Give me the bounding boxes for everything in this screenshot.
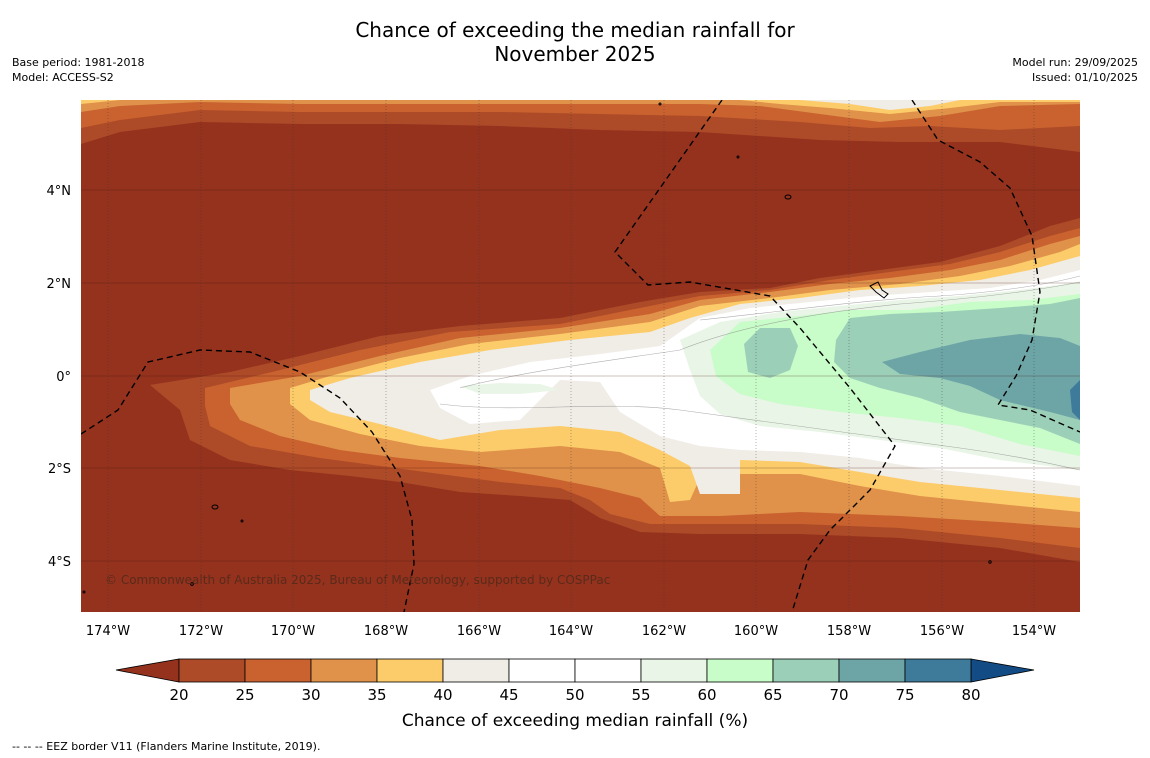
colorbar-tick-label: 45 [499,686,518,704]
model-run: Model run: 29/09/2025 [1012,56,1138,69]
longitude-ticks: 174°W 172°W 170°W 168°W 166°W 164°W 162°… [86,624,1056,639]
colorbar-title: Chance of exceeding median rainfall (%) [402,711,748,731]
issued-date: Issued: 01/10/2025 [1031,71,1138,84]
colorbar-tick-label: 30 [301,686,320,704]
lon-tick: 170°W [271,624,315,639]
colorbar-cell [508,658,576,683]
meta-right: Model run: 29/09/2025 Issued: 01/10/2025 [1012,55,1138,85]
region-55-60-west [460,383,560,394]
colorbar-under-arrow [115,658,180,683]
colorbar-cells [178,658,972,683]
lat-tick: 4°S [48,555,71,570]
region-70-75 [882,334,1080,420]
colorbar-cell [574,658,642,683]
lon-tick: 154°W [1012,624,1056,639]
lat-tick: 4°N [47,184,72,199]
colorbar-cell [904,658,972,683]
model-name: Model: ACCESS-S2 [12,71,114,84]
colorbar-tick-label: 75 [895,686,914,704]
colorbar-cell [376,658,444,683]
graticule [81,189,1080,562]
title-line-1: Chance of exceeding the median rainfall … [355,18,795,42]
lon-tick: 168°W [364,624,408,639]
lon-tick: 174°W [86,624,130,639]
region-65-70-west [744,328,798,378]
colorbar-cell [706,658,774,683]
colorbar-cell [640,658,708,683]
lon-tick: 166°W [457,624,501,639]
colorbar-cell [310,658,378,683]
lon-tick: 158°W [827,624,871,639]
colorbar: 20 25 30 35 40 45 50 55 60 65 70 75 80 Chance of exc… [115,658,1035,731]
lon-tick: 164°W [549,624,593,639]
north-band-35-40 [81,100,1080,114]
meta-left: Base period: 1981-2018 Model: ACCESS-S2 [12,55,144,85]
rainfall-field: © Commonwealth of Australia 2025, Bureau… [81,100,1080,612]
north-band-40-45 [720,100,960,110]
colorbar-labels: 20 25 30 35 40 45 50 55 60 65 70 75 80 [169,686,980,704]
colorbar-tick-label: 70 [829,686,848,704]
region-75-80 [1070,380,1080,420]
colorbar-cell [838,658,906,683]
colorbar-over-arrow [970,658,1035,683]
colorbar-tick-label: 60 [697,686,716,704]
eez-borders [81,100,1080,612]
colorbar-tick-label: 65 [763,686,782,704]
colorbar-tick-label: 25 [235,686,254,704]
lon-tick: 162°W [642,624,686,639]
copyright-text: © Commonwealth of Australia 2025, Bureau… [105,573,610,587]
lon-tick: 160°W [734,624,778,639]
islands [82,102,992,594]
colorbar-tick-label: 20 [169,686,188,704]
colorbar-cell [442,658,510,683]
lon-tick: 156°W [920,624,964,639]
lat-tick: 2°N [47,277,72,292]
base-period: Base period: 1981-2018 [12,56,145,69]
eez-legend-note: -- -- -- EEZ border V11 (Flanders Marine… [12,740,321,753]
lon-tick: 172°W [179,624,223,639]
meridians [107,100,1035,612]
map-title: Chance of exceeding the median rainfall … [0,18,1150,66]
colorbar-tick-label: 40 [433,686,452,704]
colorbar-tick-label: 50 [565,686,584,704]
latitude-ticks: 4°N 2°N 0° 2°S 4°S [47,184,72,570]
colorbar-cell [772,658,840,683]
colorbar-tick-label: 80 [961,686,980,704]
colorbar-tick-label: 55 [631,686,650,704]
colorbar-cell [244,658,312,683]
title-line-2: November 2025 [494,42,656,66]
lat-tick: 0° [56,370,71,385]
lat-tick: 2°S [48,462,71,477]
colorbar-cell [178,658,246,683]
colorbar-tick-label: 35 [367,686,386,704]
